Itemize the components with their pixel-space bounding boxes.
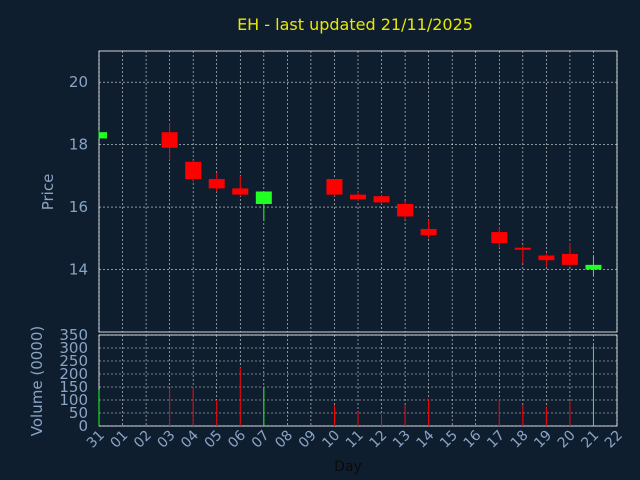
candle-body — [326, 179, 343, 195]
candle-body — [397, 203, 414, 217]
volume-tick-label: 50 — [69, 404, 88, 422]
volume-tick-label: 100 — [59, 391, 88, 409]
volume-tick-label: 0 — [78, 417, 88, 435]
price-axis-label: Price — [39, 174, 57, 211]
volume-tick-label: 150 — [59, 378, 88, 396]
candle-body — [350, 194, 366, 200]
x-tick-label: 07 — [249, 428, 273, 452]
x-tick-label: 09 — [296, 428, 320, 452]
candle-body — [420, 228, 437, 236]
price-panel-frame — [98, 50, 618, 333]
price-tick-label: 16 — [69, 198, 88, 216]
candle-body — [514, 247, 531, 250]
x-tick-label: 15 — [437, 428, 461, 452]
x-tick-label: 02 — [131, 428, 155, 452]
volume-tick-label: 350 — [59, 326, 88, 344]
volume-tick-label: 250 — [59, 352, 88, 370]
candle-body — [538, 255, 555, 261]
x-tick-label: 08 — [272, 428, 296, 452]
candle-body — [99, 132, 107, 139]
x-tick-label: 06 — [225, 427, 249, 451]
candle-body — [491, 232, 508, 244]
x-tick-label: 18 — [508, 428, 532, 452]
x-tick-label: 19 — [531, 428, 555, 452]
x-tick-label: 14 — [414, 427, 438, 451]
volume-tick-label: 200 — [59, 365, 88, 383]
chart-title: EH - last updated 21/11/2025 — [237, 15, 473, 34]
x-ticks: 31 01 02 03 04 05 06 07 08 09 10 11 12 13 14 15 16 17 18 19… — [84, 427, 626, 451]
x-tick-label: 10 — [319, 428, 343, 452]
candle-body — [185, 161, 202, 180]
x-tick-label: 03 — [155, 428, 179, 452]
x-tick-label: 21 — [578, 428, 602, 452]
candle-body — [561, 253, 578, 265]
volume-axis-label: Volume (0000) — [28, 326, 46, 436]
x-tick-label: 20 — [555, 428, 579, 452]
x-tick-label: 04 — [178, 427, 202, 451]
x-tick-label: 01 — [107, 428, 131, 452]
price-tick-label: 14 — [69, 261, 88, 279]
x-axis-label: Day — [334, 459, 362, 475]
candle-body — [232, 188, 249, 195]
x-tick-label: 17 — [484, 428, 508, 452]
x-tick-label: 16 — [461, 427, 485, 451]
volume-bars — [98, 345, 594, 426]
candle-body — [585, 264, 602, 270]
x-tick-label: 11 — [343, 428, 367, 452]
x-tick-label: 13 — [390, 428, 414, 452]
price-tick-label: 18 — [69, 136, 88, 154]
x-tick-label: 22 — [602, 428, 626, 452]
candle-body — [373, 196, 390, 203]
candle-body — [208, 179, 225, 189]
candle-body — [255, 191, 272, 204]
x-tick-label: 12 — [366, 428, 390, 452]
candles — [98, 122, 602, 276]
candle-body — [161, 132, 178, 148]
x-tick-label: 05 — [202, 428, 226, 452]
price-tick-label: 20 — [69, 73, 88, 91]
price-y-ticks: 14 16 18 20 — [69, 73, 88, 278]
volume-tick-label: 300 — [59, 339, 88, 357]
